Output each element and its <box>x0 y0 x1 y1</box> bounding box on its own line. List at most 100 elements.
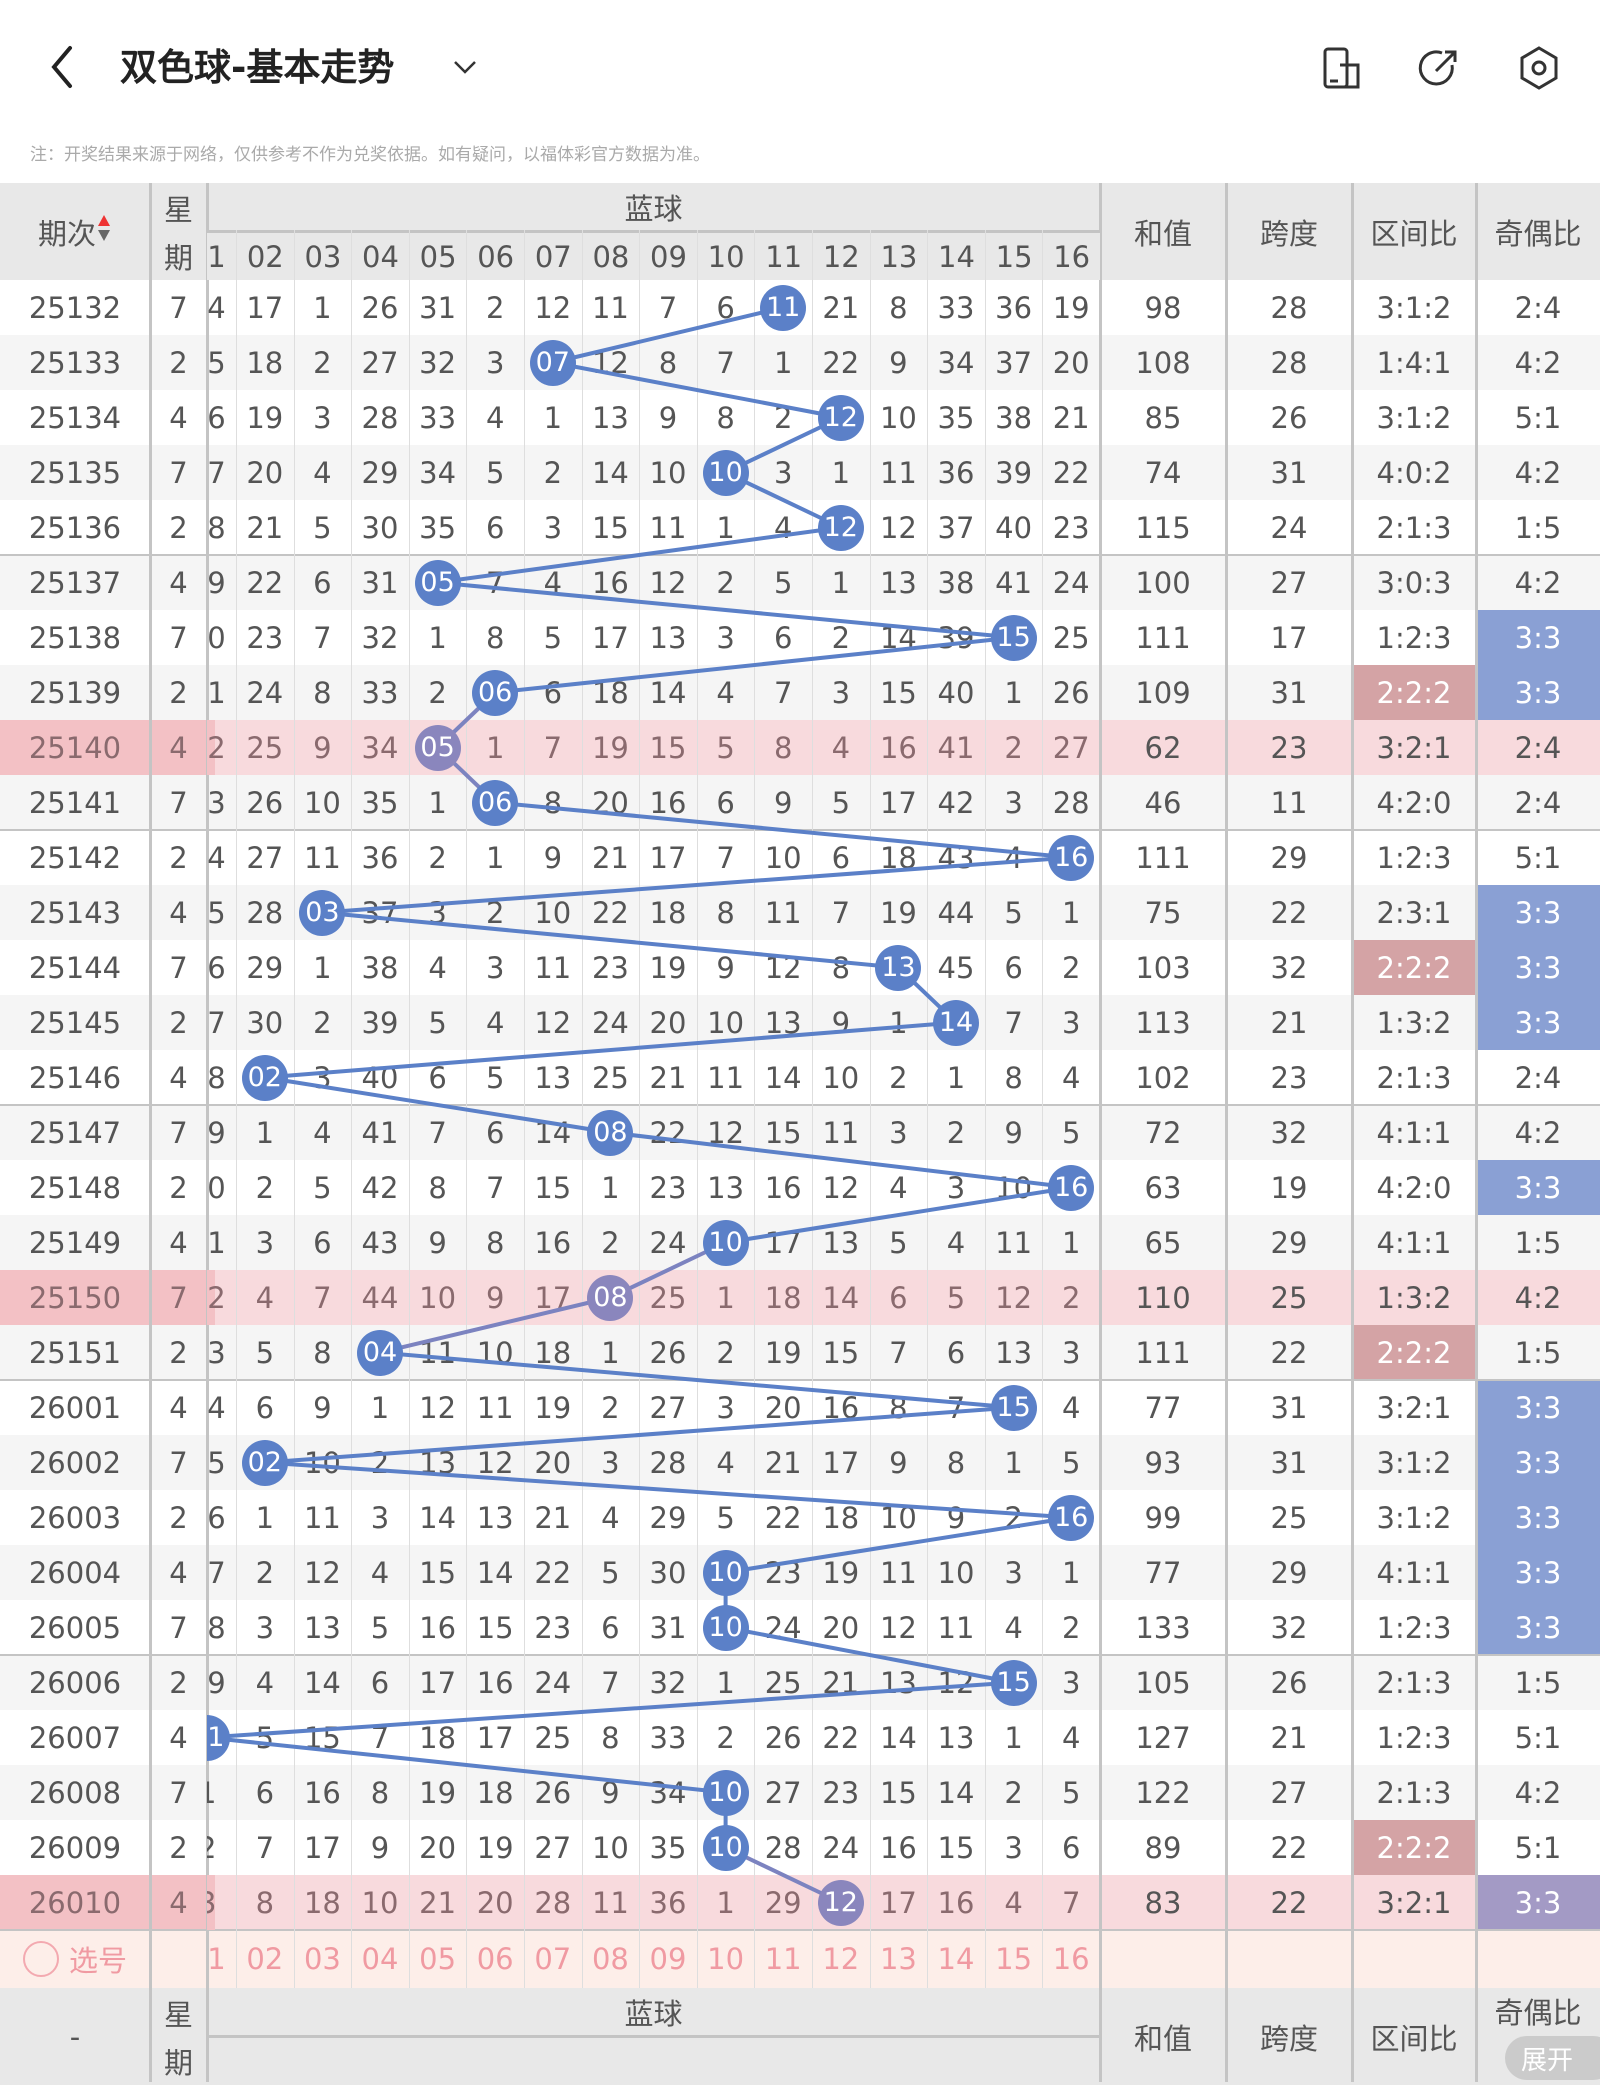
table-row[interactable] <box>0 720 1600 775</box>
blue-miss-count: 21 <box>207 675 226 710</box>
blue-miss-count: 8 <box>428 1170 447 1205</box>
blue-miss-count: 9 <box>773 785 793 820</box>
sort-icon[interactable] <box>96 213 112 250</box>
share-icon[interactable] <box>1416 45 1462 91</box>
blue-miss-count: 4 <box>313 1115 332 1150</box>
blue-miss-count: 2 <box>313 345 332 380</box>
blue-miss-count: 4 <box>716 1445 735 1480</box>
blue-miss-count: 17 <box>419 1665 457 1700</box>
blue-miss-count: 20 <box>419 1830 457 1865</box>
select-number-button[interactable]: 选号 <box>0 1930 150 1988</box>
footer-issue[interactable]: - <box>0 1988 150 2085</box>
blue-miss-count: 17 <box>591 620 629 655</box>
blue-miss-count: 7 <box>716 840 735 875</box>
cell-span: 28 <box>1270 290 1308 325</box>
cell-oddeven: 5:1 <box>1514 400 1562 435</box>
radio-circle-icon[interactable] <box>22 1941 59 1977</box>
header-issue[interactable]: 期次 <box>0 183 150 280</box>
select-blue-10[interactable]: 10 <box>707 1942 745 1976</box>
column-divider <box>696 230 698 1988</box>
cell-zone: 1:2:3 <box>1376 1720 1452 1755</box>
cell-zone: 2:1:3 <box>1376 1665 1452 1700</box>
blue-miss-count: 15 <box>419 1555 457 1590</box>
device-icon[interactable] <box>1320 45 1366 91</box>
cell-week: 2 <box>169 840 188 875</box>
cell-sum: 74 <box>1144 455 1182 490</box>
blue-miss-count: 35 <box>361 785 399 820</box>
cell-issue: 26007 <box>28 1720 122 1755</box>
select-blue-02[interactable]: 02 <box>246 1942 284 1976</box>
blue-miss-count: 19 <box>419 1775 457 1810</box>
select-blue-05[interactable]: 05 <box>419 1942 457 1976</box>
blue-miss-count: 16 <box>476 1665 514 1700</box>
header-blue-02: 02 <box>236 233 294 280</box>
blue-miss-count: 4 <box>255 1280 275 1315</box>
table-row[interactable] <box>0 1270 1600 1325</box>
header-blue-12: 12 <box>812 233 870 280</box>
blue-miss-count: 11 <box>534 950 572 985</box>
header-week-top: 星 <box>150 183 207 232</box>
blue-miss-count: 17 <box>879 785 917 820</box>
blue-miss-count: 3 <box>485 950 505 985</box>
blue-miss-count: 1 <box>313 950 332 985</box>
blue-miss-count: 41 <box>995 565 1033 600</box>
blue-miss-count: 11 <box>937 1610 975 1645</box>
cell-issue: 26006 <box>28 1665 122 1700</box>
issue-label: 期次 <box>37 216 96 251</box>
blue-miss-count: 32 <box>419 345 457 380</box>
settings-icon[interactable] <box>1516 45 1562 91</box>
blue-miss-count: 2 <box>946 1115 966 1150</box>
blue-miss-count: 12 <box>303 1555 341 1590</box>
back-arrow-icon[interactable] <box>44 40 84 95</box>
column-divider <box>293 230 295 1988</box>
select-blue-12[interactable]: 12 <box>822 1942 860 1976</box>
select-blue-07[interactable]: 07 <box>534 1942 572 1976</box>
blue-miss-count: 4 <box>543 565 563 600</box>
cell-week: 7 <box>169 1445 188 1480</box>
select-blue-16[interactable]: 16 <box>1052 1942 1090 1976</box>
blue-miss-count: 8 <box>485 1225 505 1260</box>
cell-sum: 115 <box>1135 510 1191 545</box>
blue-miss-count: 21 <box>591 840 629 875</box>
chevron-down-icon[interactable] <box>450 52 480 82</box>
blue-miss-count: 1 <box>601 1335 620 1370</box>
blue-miss-count: 1 <box>1004 675 1023 710</box>
column-divider <box>408 230 410 1988</box>
pink-row-left-bleed <box>207 1270 215 1325</box>
blue-miss-count: 17 <box>534 1280 572 1315</box>
cell-issue: 25151 <box>28 1335 122 1370</box>
cell-oddeven: 3:3 <box>1476 1875 1600 1930</box>
select-blue-14[interactable]: 14 <box>937 1942 975 1976</box>
cell-zone: 3:1:2 <box>1376 400 1452 435</box>
blue-ball-area[interactable]: 0102030405060708091011121314151614171263… <box>207 183 1100 1988</box>
column-divider <box>351 230 353 1988</box>
cell-zone: 4:1:1 <box>1376 1225 1452 1260</box>
blue-miss-count: 26 <box>361 290 399 325</box>
blue-miss-count: 5 <box>831 785 851 820</box>
blue-miss-count: 9 <box>889 1445 908 1480</box>
select-blue-15[interactable]: 15 <box>995 1942 1033 1976</box>
blue-miss-count: 5 <box>485 455 505 490</box>
cell-issue: 25134 <box>28 400 122 435</box>
cell-week: 2 <box>169 1335 188 1370</box>
select-blue-01[interactable]: 01 <box>207 1942 226 1976</box>
select-blue-09[interactable]: 09 <box>649 1942 687 1976</box>
select-blue-11[interactable]: 11 <box>764 1942 802 1976</box>
blue-miss-count: 19 <box>591 730 629 765</box>
blue-miss-count: 12 <box>649 565 687 600</box>
cell-issue: 25148 <box>28 1170 122 1205</box>
blue-miss-count: 5 <box>1061 1115 1081 1150</box>
blue-miss-count: 4 <box>255 1665 275 1700</box>
expand-button[interactable]: 展开 <box>1505 2036 1600 2080</box>
blue-miss-count: 28 <box>1052 785 1090 820</box>
blue-miss-count: 4 <box>313 455 332 490</box>
select-blue-06[interactable]: 06 <box>476 1942 514 1976</box>
select-blue-04[interactable]: 04 <box>361 1942 399 1976</box>
column-divider <box>754 230 756 1988</box>
page-title[interactable]: 双色球-基本走势 <box>120 46 395 89</box>
select-blue-08[interactable]: 08 <box>591 1942 629 1976</box>
blue-miss-count: 31 <box>207 1225 226 1260</box>
select-blue-13[interactable]: 13 <box>879 1942 917 1976</box>
select-blue-03[interactable]: 03 <box>303 1942 341 1976</box>
blue-miss-count: 4 <box>1004 840 1023 875</box>
